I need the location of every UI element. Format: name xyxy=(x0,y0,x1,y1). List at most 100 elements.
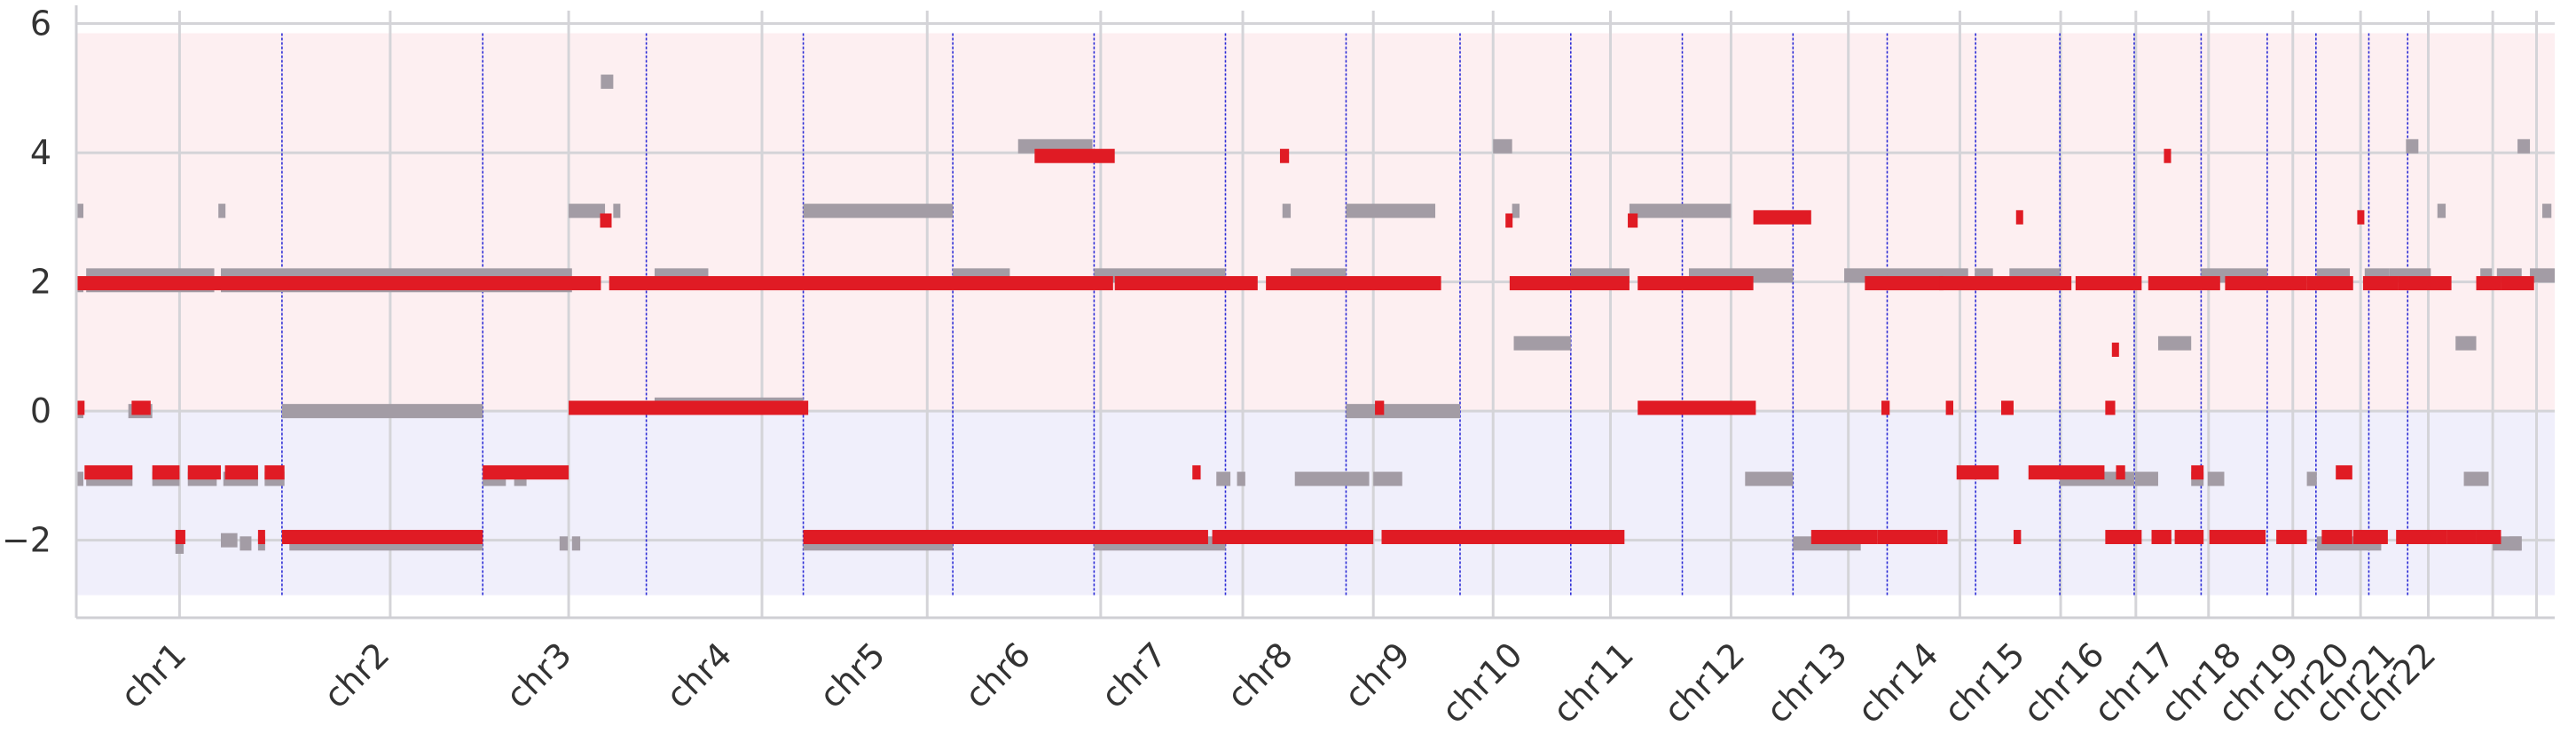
segment-marker xyxy=(803,203,954,218)
segment-marker xyxy=(2306,471,2317,486)
segment-marker xyxy=(2164,148,2172,163)
segment-marker xyxy=(76,400,85,415)
segment-marker xyxy=(264,465,285,480)
segment-marker xyxy=(84,465,133,480)
segment-marker xyxy=(2276,530,2307,545)
segment-marker xyxy=(2476,276,2501,291)
chromosome-label: chr7 xyxy=(1094,635,1174,715)
segment-marker xyxy=(240,536,252,551)
segment-marker xyxy=(2075,276,2142,291)
segment-marker xyxy=(571,536,581,551)
segment-marker xyxy=(1346,203,1436,218)
segment-marker xyxy=(2446,530,2477,545)
chromosome-boundary-layer xyxy=(281,33,2409,596)
chromosome-label: chr13 xyxy=(1759,635,1855,730)
chromosome-label: chr15 xyxy=(1936,635,2032,730)
segment-marker xyxy=(2396,530,2447,545)
segment-marker xyxy=(2105,530,2142,545)
segment-marker xyxy=(2437,203,2446,218)
chromosome-label: chr8 xyxy=(1220,635,1300,715)
segment-marker xyxy=(1877,530,1938,545)
grid-layer xyxy=(76,11,2555,618)
chromosome-label: chr12 xyxy=(1656,635,1752,730)
x-tick-labels: chr1 chr2 chr3 chr4 chr5 chr6 chr7 chr8 chr9 chr1… xyxy=(113,635,2443,730)
chromosome-label: chr6 xyxy=(957,635,1038,715)
segment-marker xyxy=(609,276,1113,291)
chromosome-label: chr4 xyxy=(658,635,739,715)
segment-marker xyxy=(2111,343,2119,358)
segment-marker xyxy=(2207,471,2225,486)
segment-marker xyxy=(483,465,569,480)
chromosome-label: chr1 xyxy=(113,635,193,715)
segment-marker xyxy=(1628,213,1638,228)
segment-marker xyxy=(1939,276,2072,291)
segment-marker xyxy=(1346,404,1460,419)
segment-marker xyxy=(2406,138,2419,154)
segment-marker xyxy=(1237,471,1245,486)
segment-marker xyxy=(2352,530,2388,545)
segment-marker xyxy=(2357,209,2365,225)
segment-marker xyxy=(2336,465,2352,480)
segment-marker xyxy=(1637,400,1756,415)
segment-marker xyxy=(152,465,180,480)
chromosome-label: chr16 xyxy=(2015,635,2111,730)
loss-band xyxy=(76,411,2555,596)
segment-marker xyxy=(1745,471,1794,486)
segment-marker xyxy=(1956,465,1999,480)
segment-marker xyxy=(2134,471,2158,486)
segment-marker xyxy=(2321,530,2352,545)
gain-band xyxy=(76,33,2555,412)
y-tick-label: 4 xyxy=(30,133,51,172)
segment-marker xyxy=(76,203,83,218)
segment-marker xyxy=(2116,465,2125,480)
segment-marker xyxy=(1114,276,1258,291)
axes-layer xyxy=(75,5,2555,620)
segment-marker xyxy=(1637,276,1754,291)
segment-marker xyxy=(187,465,221,480)
segment-marker xyxy=(2476,530,2501,545)
segment-marker xyxy=(1373,471,1402,486)
y-tick-labels: −2 0 2 4 6 xyxy=(2,4,51,560)
segment-marker xyxy=(257,530,265,545)
band-layer xyxy=(76,33,2555,596)
segment-marker xyxy=(613,203,621,218)
segment-marker xyxy=(224,465,258,480)
segment-marker xyxy=(1192,465,1201,480)
segment-marker xyxy=(2174,530,2204,545)
segment-marker xyxy=(2542,203,2552,218)
segment-marker xyxy=(1294,471,1370,486)
segment-marker xyxy=(2157,335,2192,351)
series-red-layer xyxy=(76,148,2534,545)
segment-marker xyxy=(600,213,612,228)
segment-marker xyxy=(2530,268,2555,283)
segment-marker xyxy=(2501,276,2534,291)
chromosome-label: chr14 xyxy=(1850,635,1946,730)
segment-marker xyxy=(1509,276,1630,291)
segment-marker xyxy=(569,203,606,218)
segment-marker xyxy=(2105,400,2116,415)
segment-marker xyxy=(1279,148,1290,163)
segment-marker xyxy=(1381,530,1625,545)
segment-marker xyxy=(2463,471,2489,486)
chromosome-label: chr3 xyxy=(499,635,579,715)
segment-marker xyxy=(803,530,1208,545)
segment-marker xyxy=(175,539,185,554)
segment-marker xyxy=(2028,465,2105,480)
segment-marker xyxy=(76,276,601,291)
segment-marker xyxy=(1753,209,1811,225)
chromosome-label: chr2 xyxy=(316,635,397,715)
segment-marker xyxy=(1881,400,1890,415)
segment-marker xyxy=(559,536,569,551)
segment-marker xyxy=(281,404,483,419)
segment-marker xyxy=(2225,276,2307,291)
segment-marker xyxy=(2362,276,2399,291)
segment-marker xyxy=(2151,530,2172,545)
segment-marker xyxy=(220,533,238,548)
segment-marker xyxy=(175,530,185,545)
segment-marker xyxy=(1629,203,1683,218)
y-tick-label: 2 xyxy=(30,263,51,302)
segment-marker xyxy=(2306,276,2353,291)
segment-marker xyxy=(2015,209,2023,225)
segment-marker xyxy=(2517,138,2531,154)
segment-marker xyxy=(1266,276,1441,291)
